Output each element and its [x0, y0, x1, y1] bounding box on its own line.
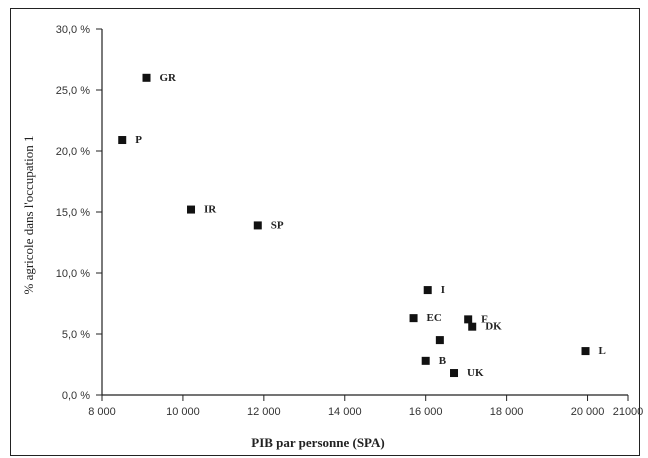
chart-frame — [10, 8, 640, 456]
data-point-label: GR — [160, 72, 178, 84]
data-point-label: I — [441, 284, 445, 296]
y-axis-title: % agricole dans l'occupation 1 — [21, 135, 36, 294]
data-point — [435, 336, 444, 345]
x-axis-title: PIB par personne (SPA) — [251, 435, 385, 450]
data-point-label: L — [599, 345, 606, 357]
data-point — [468, 322, 477, 331]
y-tick-label: 20,0 % — [56, 146, 90, 158]
x-tick-label: 12 000 — [247, 406, 281, 418]
data-point — [423, 286, 432, 295]
data-point-label: IR — [204, 204, 217, 216]
data-point — [581, 347, 590, 356]
y-tick-label: 10,0 % — [56, 268, 90, 280]
y-tick-label: 30,0 % — [56, 24, 90, 36]
data-point-label: SP — [271, 219, 284, 231]
x-tick-label: 8 000 — [88, 406, 116, 418]
y-tick-label: 0,0 % — [62, 390, 90, 402]
data-point — [450, 369, 459, 378]
data-point-label: B — [439, 355, 447, 367]
x-tick-label: 18 000 — [490, 406, 524, 418]
y-tick-label: 15,0 % — [56, 207, 90, 219]
x-tick-label: 20 000 — [571, 406, 605, 418]
data-point — [118, 136, 127, 145]
x-tick-label: 10 000 — [166, 406, 200, 418]
data-point-label: P — [135, 134, 142, 146]
data-point — [464, 315, 473, 324]
data-point — [142, 73, 151, 82]
data-point — [253, 221, 262, 230]
y-tick-label: 5,0 % — [62, 329, 90, 341]
x-tick-label: 14 000 — [328, 406, 362, 418]
data-point — [409, 314, 418, 323]
data-point-label: DK — [485, 321, 502, 333]
data-point-label: UK — [467, 367, 484, 379]
x-tick-label: 16 000 — [409, 406, 443, 418]
data-point — [187, 205, 196, 214]
data-point-label: F — [481, 313, 488, 325]
data-point — [421, 356, 430, 365]
data-point-label: EC — [427, 312, 442, 324]
y-tick-label: 25,0 % — [56, 85, 90, 97]
x-tick-label: 21000 — [613, 406, 644, 418]
